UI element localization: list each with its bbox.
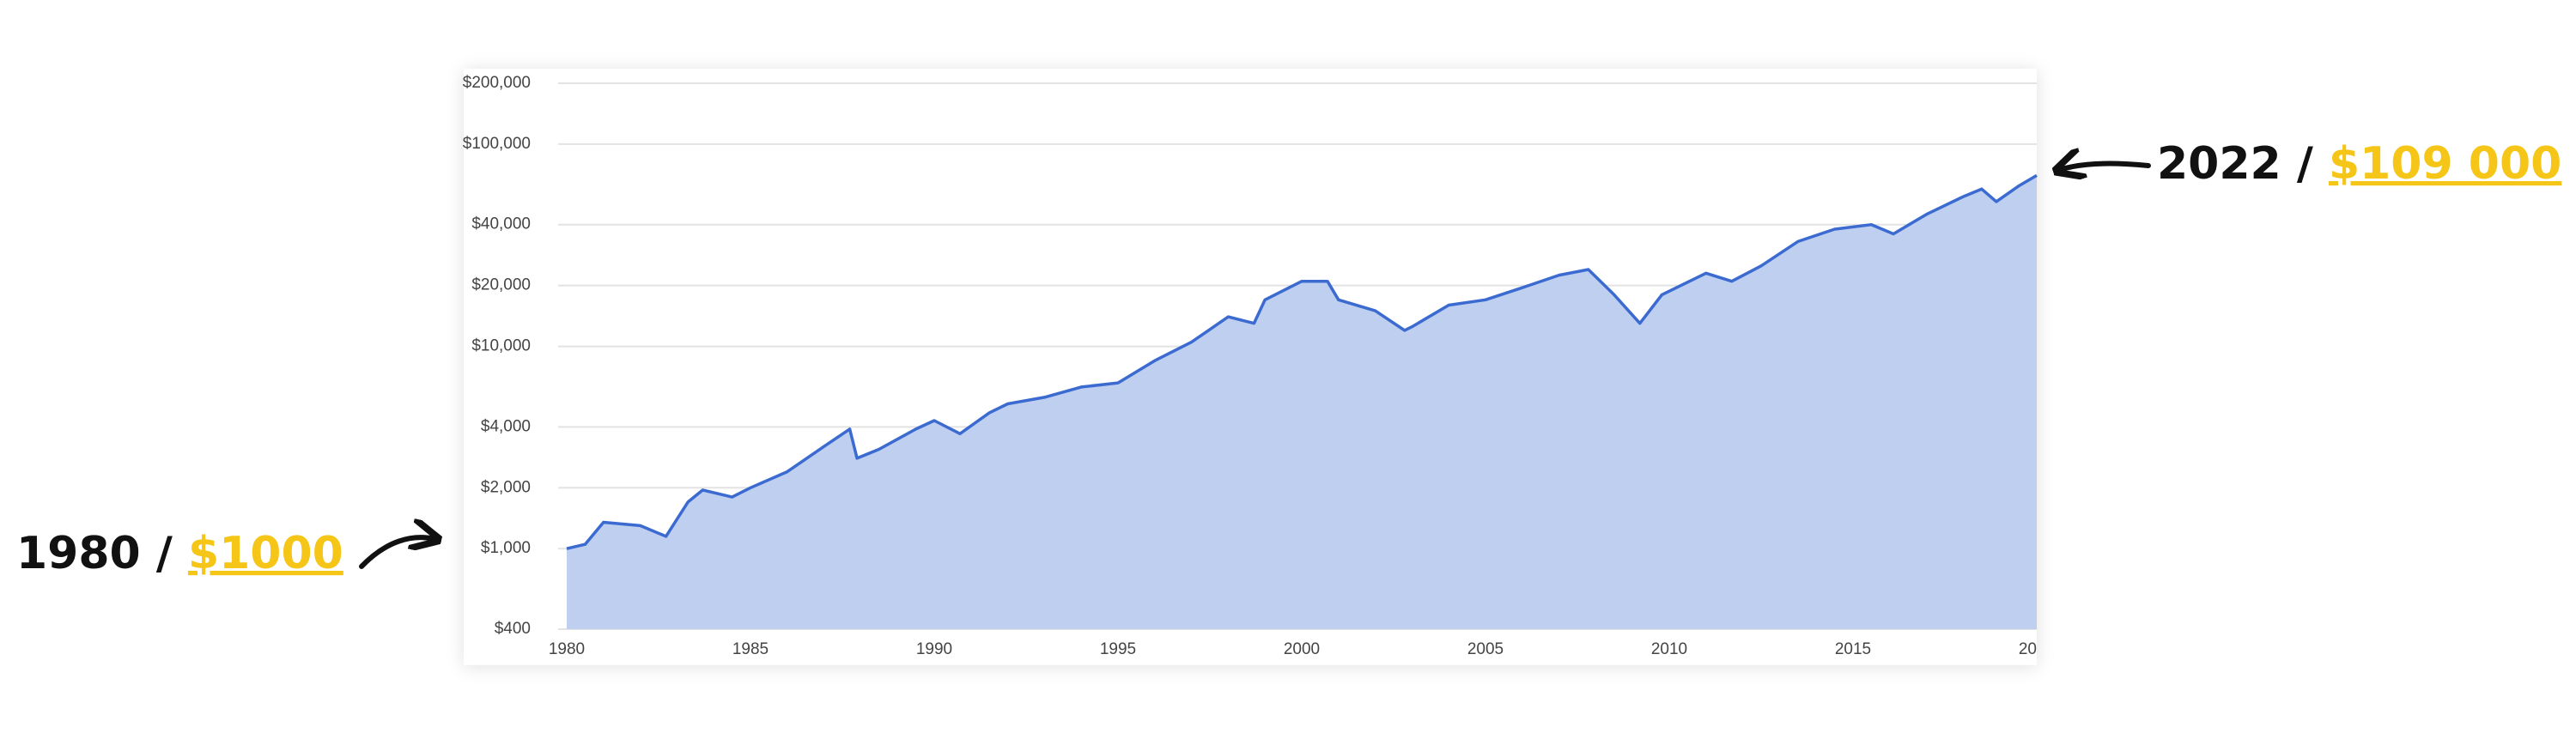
arrow-left — [359, 537, 435, 569]
x-tick-label: 2020 — [2019, 640, 2055, 658]
y-tick-label: $40,000 — [471, 215, 531, 233]
y-tick-label: $20,000 — [471, 276, 531, 294]
x-tick-label: 1985 — [732, 640, 769, 658]
annotation-left: 1980 / $1000 — [16, 528, 343, 579]
y-tick-label: $200,000 — [463, 74, 531, 92]
annotation-right: 2022 / $109 000 — [2157, 138, 2561, 190]
plot-area: $400 $1,000 $2,000 $4,000 $10,000 $20,000 $40,… — [463, 74, 2055, 658]
y-tick-label: $100,000 — [463, 135, 531, 153]
y-tick-label: $1,000 — [481, 539, 531, 557]
x-tick-label: 1990 — [916, 640, 952, 658]
annotation-highlight: $1000 — [188, 528, 343, 579]
x-tick-label: 2010 — [1651, 640, 1687, 658]
y-tick-label: $4,000 — [481, 417, 531, 435]
annotation-label: 1980 / — [16, 528, 173, 579]
annotation-highlight: $109 000 — [2329, 138, 2561, 190]
x-tick-label: 2005 — [1467, 640, 1504, 658]
arrow-right — [2059, 164, 2151, 170]
area — [567, 175, 2037, 629]
y-tick-label: $10,000 — [471, 337, 531, 355]
x-tick-label: 1980 — [549, 640, 585, 658]
x-tick-label: 2015 — [1835, 640, 1871, 658]
x-tick-label: 1995 — [1100, 640, 1136, 658]
y-tick-label: $2,000 — [481, 478, 531, 496]
line — [566, 173, 2038, 550]
annotation-label: 2022 / — [2157, 138, 2313, 190]
y-tick-label: $400 — [495, 620, 531, 638]
x-tick-label: 2000 — [1284, 640, 1320, 658]
